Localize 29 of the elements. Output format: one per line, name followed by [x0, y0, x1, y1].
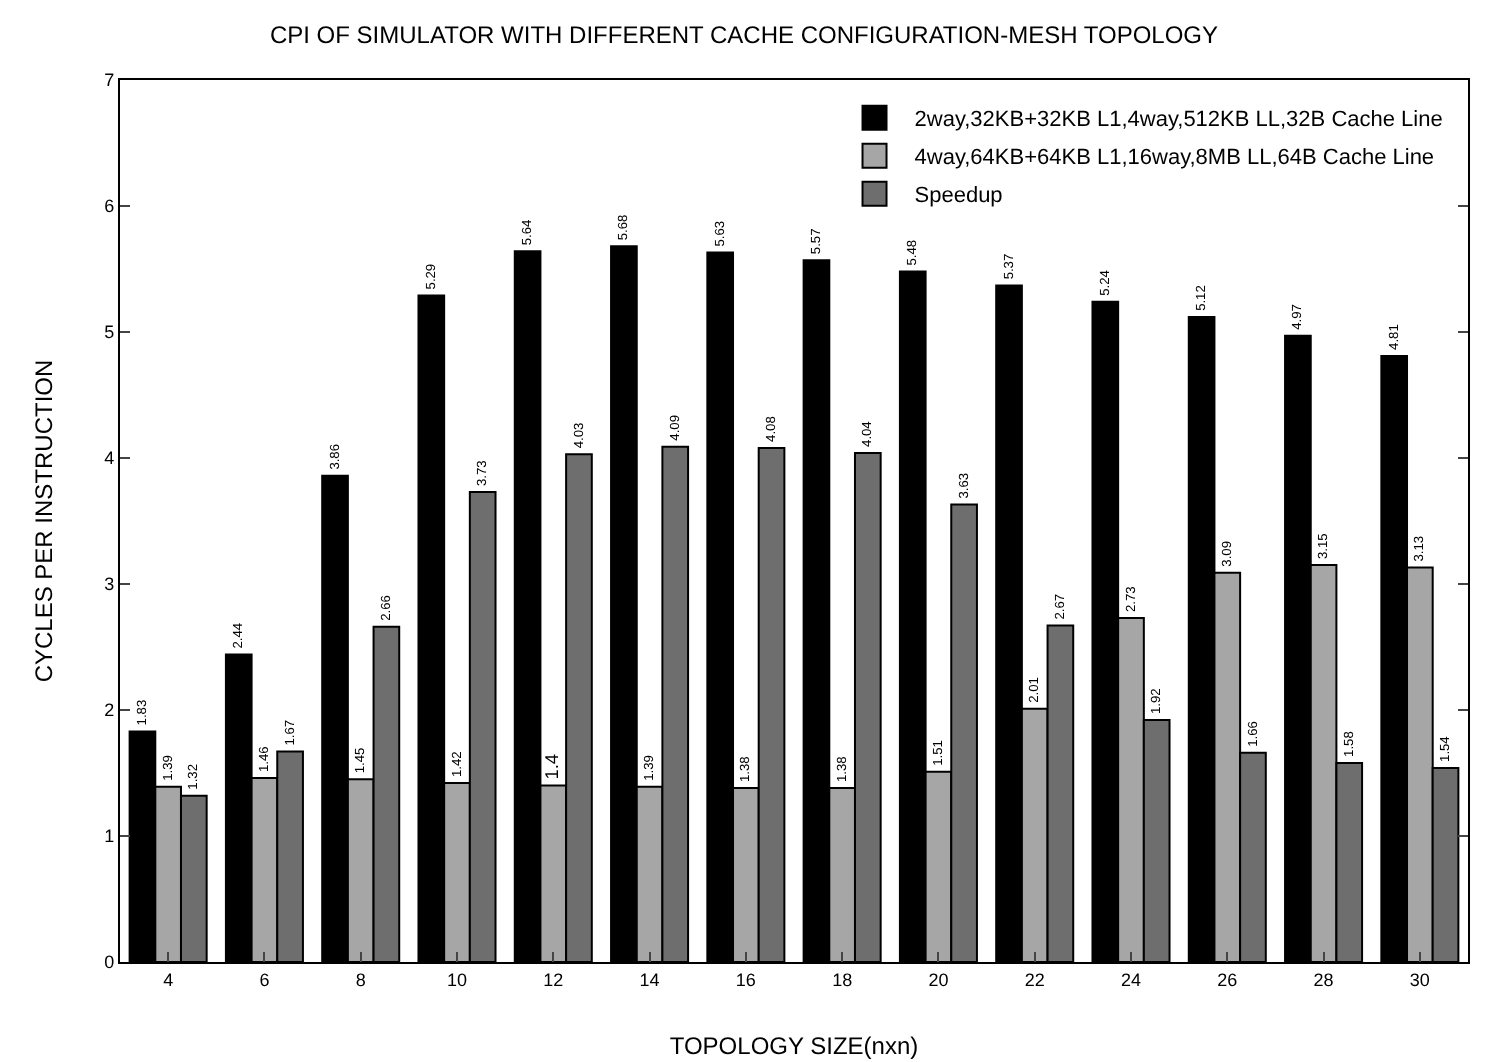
x-tick-label: 26 [1217, 969, 1238, 990]
data-label: 1.4 [542, 753, 563, 780]
x-tick-label: 28 [1313, 969, 1334, 990]
y-tick-label: 3 [104, 574, 115, 595]
legend-label: 2way,32KB+32KB L1,4way,512KB LL,32B Cache Line [914, 108, 1443, 133]
x-tick-label: 24 [1120, 969, 1142, 990]
x-axis-title: TOPOLOGY SIZE(nxn) [669, 1032, 919, 1060]
y-tick-label: 4 [104, 448, 115, 469]
legend-label: 4way,64KB+64KB L1,16way,8MB LL,64B Cache Line [914, 146, 1435, 171]
y-tick-label: 0 [104, 952, 115, 973]
x-tick-label: 20 [928, 969, 949, 990]
x-tick-label: 8 [355, 969, 366, 990]
y-tick-label: 7 [104, 70, 115, 91]
chart-title: CPI OF SIMULATOR WITH DIFFERENT CACHE CONFIGURATION-MESH TOPOLOGY [269, 21, 1219, 50]
x-tick-label: 18 [832, 969, 853, 990]
y-axis-title: CYCLES PER INSTRUCTION [30, 359, 58, 683]
x-tick-label: 16 [735, 969, 756, 990]
x-tick-label: 12 [543, 969, 564, 990]
x-tick-label: 30 [1409, 969, 1430, 990]
y-tick-label: 5 [104, 322, 115, 343]
x-tick-label: 10 [446, 969, 468, 990]
y-tick-label: 2 [104, 700, 115, 721]
y-tick-label: 1 [104, 826, 115, 847]
x-tick-label: 14 [639, 969, 660, 990]
x-tick-label: 22 [1024, 969, 1045, 990]
x-tick-label: 4 [163, 969, 174, 990]
legend-label: Speedup [914, 184, 1003, 209]
x-tick-label: 6 [259, 969, 270, 990]
y-tick-label: 6 [104, 196, 115, 217]
